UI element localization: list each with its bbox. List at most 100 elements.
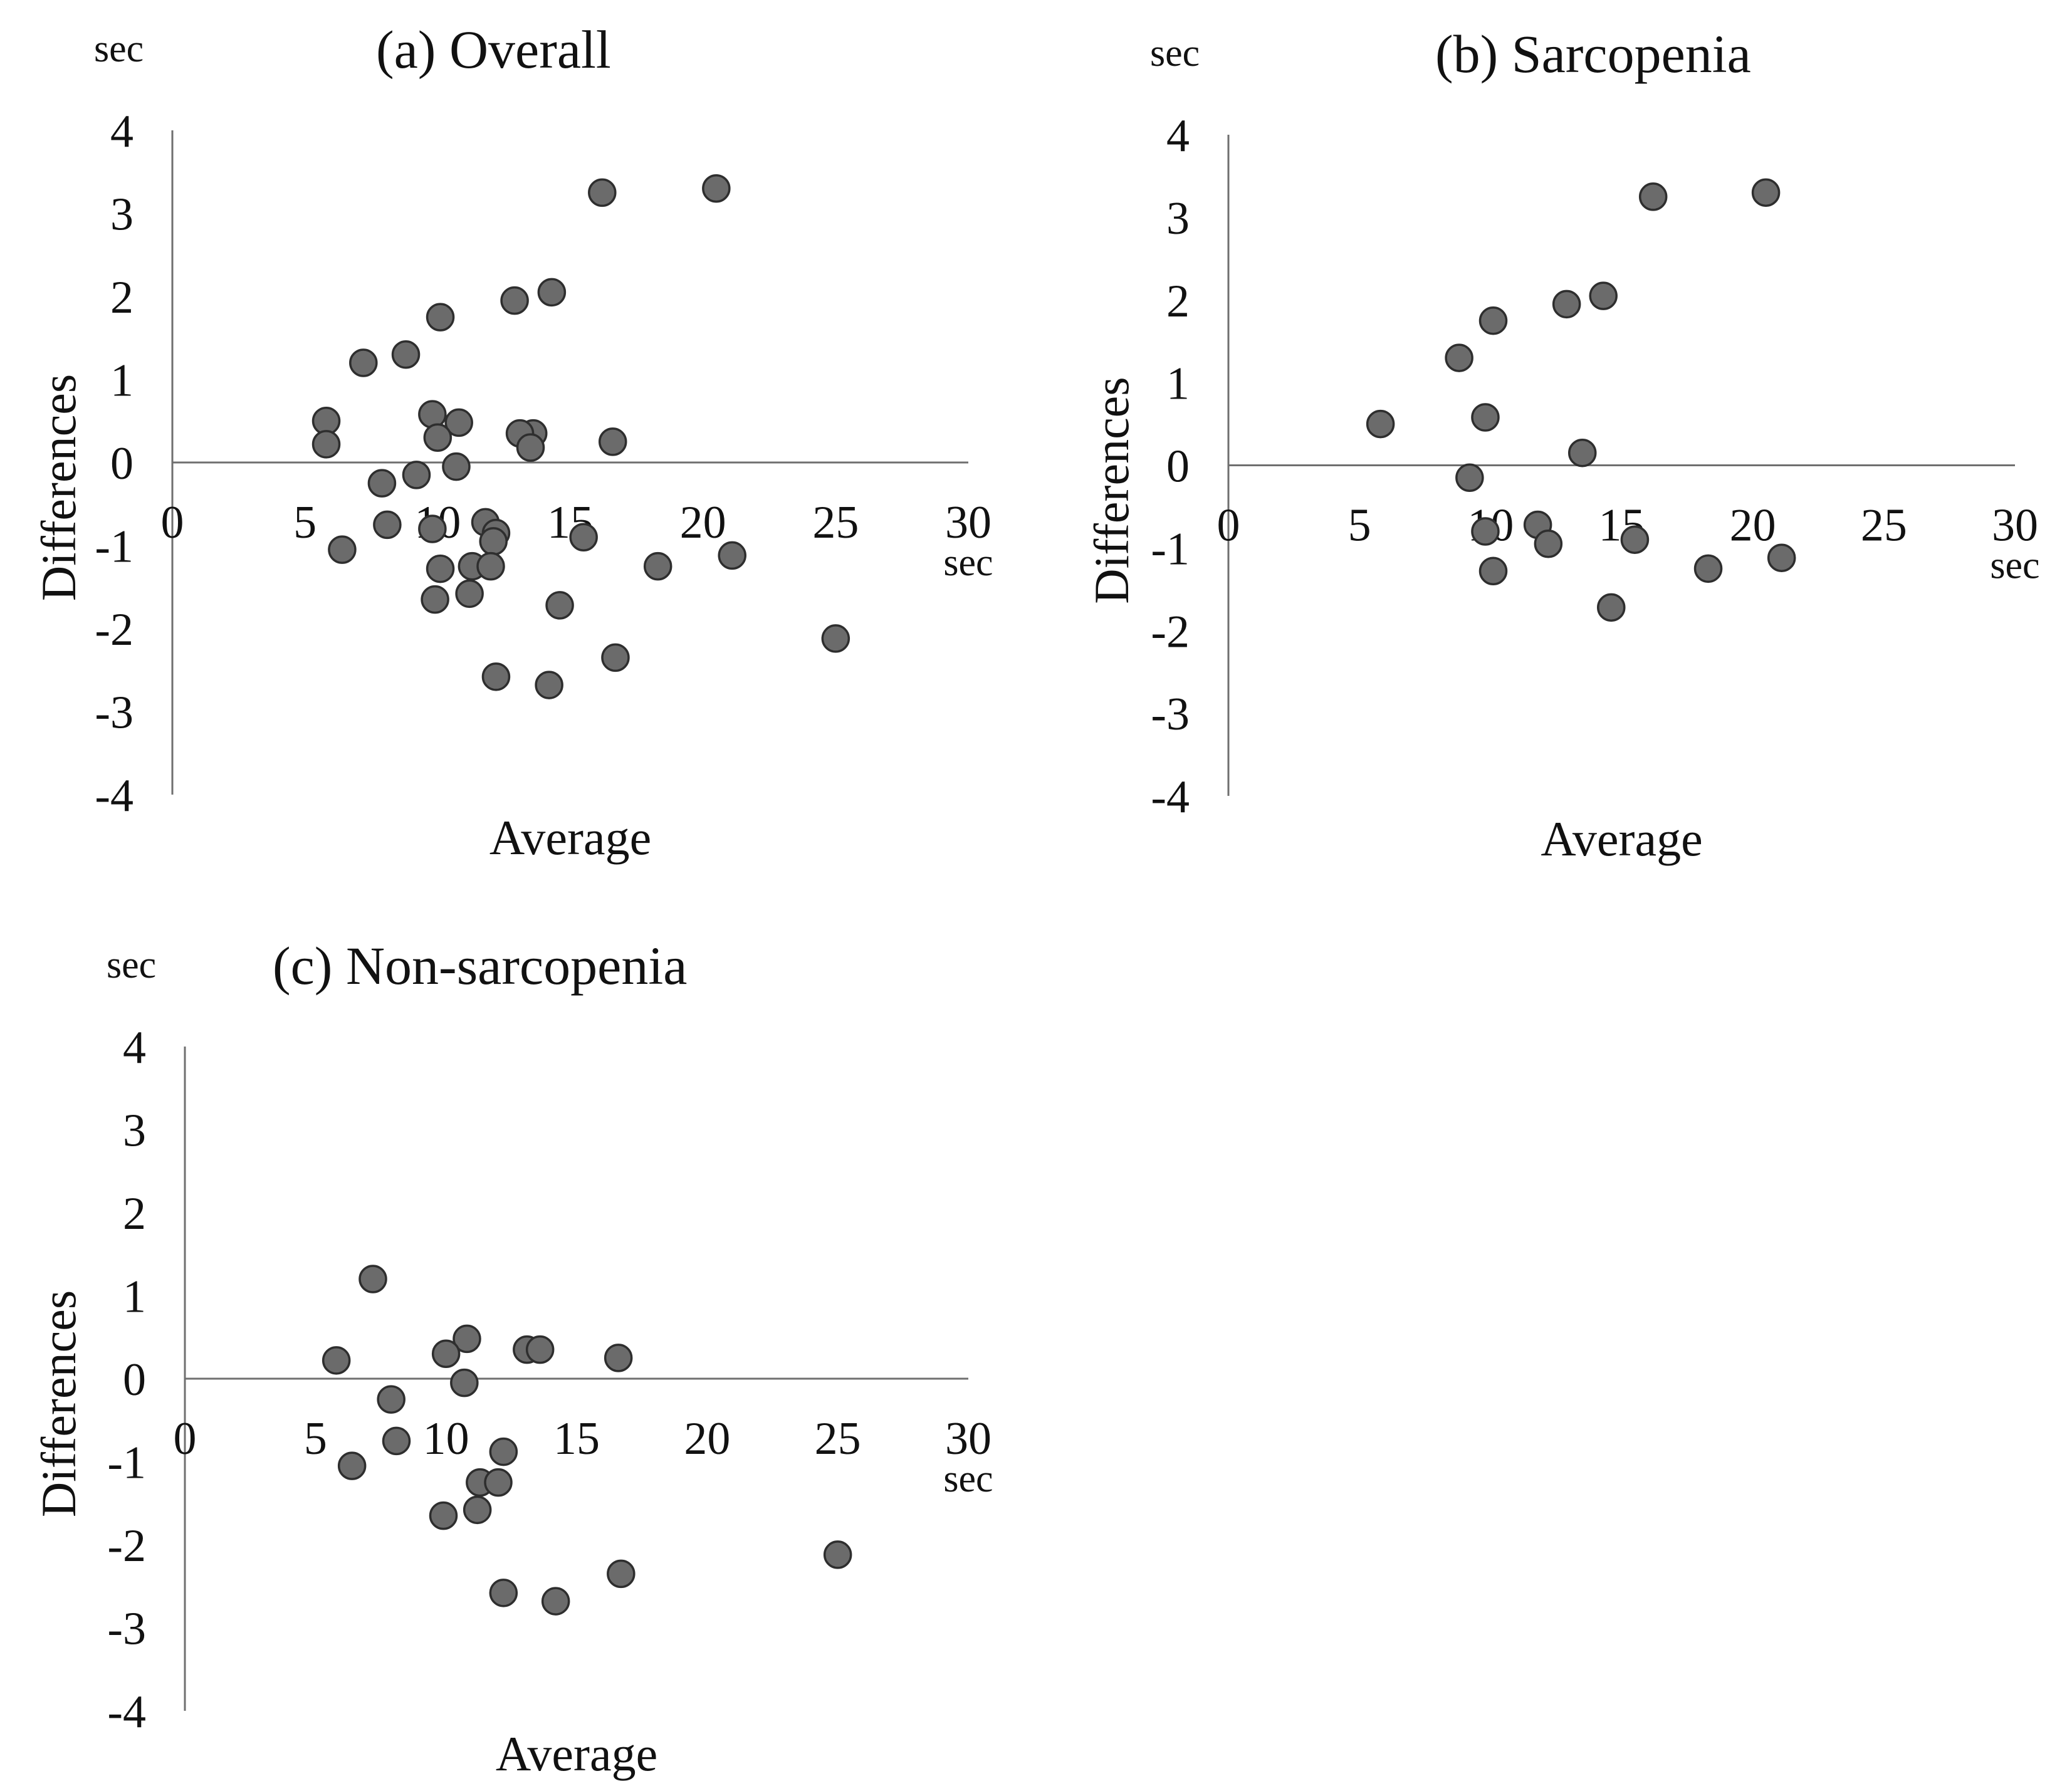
y-tick-label: 2 xyxy=(110,272,133,323)
data-point xyxy=(418,514,447,543)
data-point xyxy=(607,1559,636,1589)
data-point xyxy=(489,1437,518,1466)
data-point xyxy=(1693,554,1723,583)
x-axis-label: Average xyxy=(1541,812,1702,866)
data-point xyxy=(358,1265,387,1293)
chart-title: (c) Non-sarcopenia xyxy=(273,936,687,996)
y-tick-label: -4 xyxy=(95,770,133,822)
x-tick-label: 5 xyxy=(293,497,317,548)
x-tick-label: 0 xyxy=(174,1413,197,1465)
data-point xyxy=(489,1579,518,1607)
data-point xyxy=(525,1335,555,1364)
data-point xyxy=(598,427,627,456)
y-tick-label: 2 xyxy=(1166,276,1190,327)
data-point xyxy=(823,1540,852,1569)
y-unit-label: sec xyxy=(107,944,156,986)
x-tick-label: 0 xyxy=(161,497,184,548)
x-tick-label: 20 xyxy=(1730,500,1776,551)
y-tick-label: 0 xyxy=(110,438,133,489)
data-point xyxy=(431,1339,461,1368)
data-point xyxy=(444,408,473,437)
y-tick-label: -3 xyxy=(1151,689,1190,740)
y-axis-label: Differences xyxy=(31,1290,86,1517)
data-point xyxy=(373,510,402,540)
x-tick-label: 30 xyxy=(1992,500,2038,551)
data-point xyxy=(1366,409,1395,439)
data-point xyxy=(1597,593,1626,622)
data-point xyxy=(500,286,529,315)
data-point xyxy=(588,178,617,207)
y-tick-label: 0 xyxy=(123,1354,146,1406)
data-point xyxy=(718,541,746,570)
data-point xyxy=(455,579,484,608)
y-tick-label: -3 xyxy=(95,687,133,739)
data-point xyxy=(702,174,731,203)
y-axis-label: Differences xyxy=(31,374,86,601)
data-point xyxy=(545,591,574,620)
y-tick-label: -1 xyxy=(107,1438,146,1489)
data-point xyxy=(1478,556,1508,586)
data-point xyxy=(1767,543,1796,572)
chart-panel-b: (b) Sarcopeniasec43210-1-2-3-40510152025… xyxy=(1084,24,2040,866)
y-tick-label: -3 xyxy=(107,1604,146,1655)
y-tick-label: 1 xyxy=(1166,358,1190,410)
data-point xyxy=(1751,178,1781,207)
data-point xyxy=(1568,438,1597,467)
data-point xyxy=(349,348,378,377)
y-tick-label: 0 xyxy=(1166,441,1190,493)
chart-title: (b) Sarcopenia xyxy=(1435,24,1751,84)
x-tick-label: 15 xyxy=(553,1413,600,1465)
data-point xyxy=(426,554,455,583)
data-point xyxy=(421,585,449,614)
data-point xyxy=(1471,403,1500,432)
y-tick-label: -2 xyxy=(107,1520,146,1572)
x-unit-label: sec xyxy=(943,1458,993,1500)
y-tick-label: 3 xyxy=(1166,193,1190,244)
data-point xyxy=(537,278,567,307)
data-point xyxy=(643,551,672,581)
data-point xyxy=(311,430,341,459)
y-axis-label: Differences xyxy=(1084,377,1139,603)
chart-title: (a) Overall xyxy=(376,19,611,80)
y-tick-label: 1 xyxy=(110,355,133,407)
data-point xyxy=(442,452,471,481)
data-point xyxy=(535,671,563,699)
y-tick-label: 1 xyxy=(123,1272,146,1323)
y-tick-label: 3 xyxy=(123,1105,146,1157)
y-tick-label: -1 xyxy=(1151,523,1190,575)
data-point xyxy=(1478,306,1508,335)
x-tick-label: 5 xyxy=(1348,500,1371,551)
data-point xyxy=(391,340,421,369)
x-tick-label: 25 xyxy=(1861,500,1907,551)
data-point xyxy=(1455,463,1484,493)
data-point xyxy=(516,433,545,462)
y-tick-label: -1 xyxy=(95,521,133,573)
x-unit-label: sec xyxy=(943,541,993,584)
data-point xyxy=(1638,182,1668,211)
data-point xyxy=(481,662,511,691)
x-tick-label: 10 xyxy=(423,1413,469,1465)
data-point xyxy=(541,1587,570,1616)
data-point xyxy=(604,1344,633,1372)
y-tick-label: 4 xyxy=(110,106,133,157)
data-point xyxy=(426,303,455,332)
data-point xyxy=(328,535,357,564)
data-point xyxy=(479,527,508,556)
data-point xyxy=(1445,343,1473,372)
data-point xyxy=(382,1426,411,1456)
y-tick-label: 4 xyxy=(1166,110,1190,162)
data-point xyxy=(1534,530,1563,558)
y-tick-label: -2 xyxy=(95,604,133,655)
data-point xyxy=(429,1501,458,1530)
y-unit-label: sec xyxy=(94,28,144,70)
y-tick-label: -4 xyxy=(107,1686,146,1738)
x-axis-label: Average xyxy=(489,810,651,865)
x-tick-label: 30 xyxy=(945,497,992,548)
x-unit-label: sec xyxy=(1990,545,2039,587)
x-tick-label: 25 xyxy=(812,497,859,548)
x-tick-label: 5 xyxy=(304,1413,327,1465)
data-point xyxy=(476,551,505,581)
y-tick-label: -4 xyxy=(1151,771,1190,823)
data-point xyxy=(1552,290,1581,319)
